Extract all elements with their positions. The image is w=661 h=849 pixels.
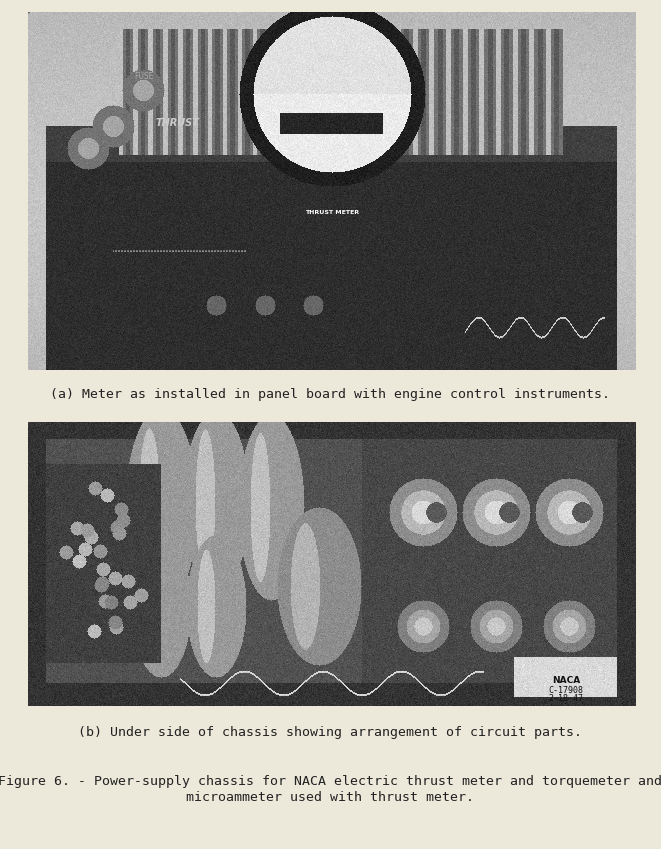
Text: THRUST METER: THRUST METER (305, 210, 359, 215)
Text: microammeter used with thrust meter.: microammeter used with thrust meter. (186, 791, 475, 804)
Text: THRUST: THRUST (156, 118, 200, 128)
Text: 2-18-47: 2-18-47 (549, 694, 584, 703)
Text: NACA: NACA (552, 676, 580, 685)
Text: FUSE: FUSE (134, 72, 154, 81)
Text: Figure 6. - Power-supply chassis for NACA electric thrust meter and torquemeter : Figure 6. - Power-supply chassis for NAC… (0, 775, 661, 788)
Text: (b) Under side of chassis showing arrangement of circuit parts.: (b) Under side of chassis showing arrang… (79, 726, 582, 739)
Text: (a) Meter as installed in panel board with engine control instruments.: (a) Meter as installed in panel board wi… (50, 388, 611, 401)
Text: C-17908: C-17908 (549, 686, 584, 695)
